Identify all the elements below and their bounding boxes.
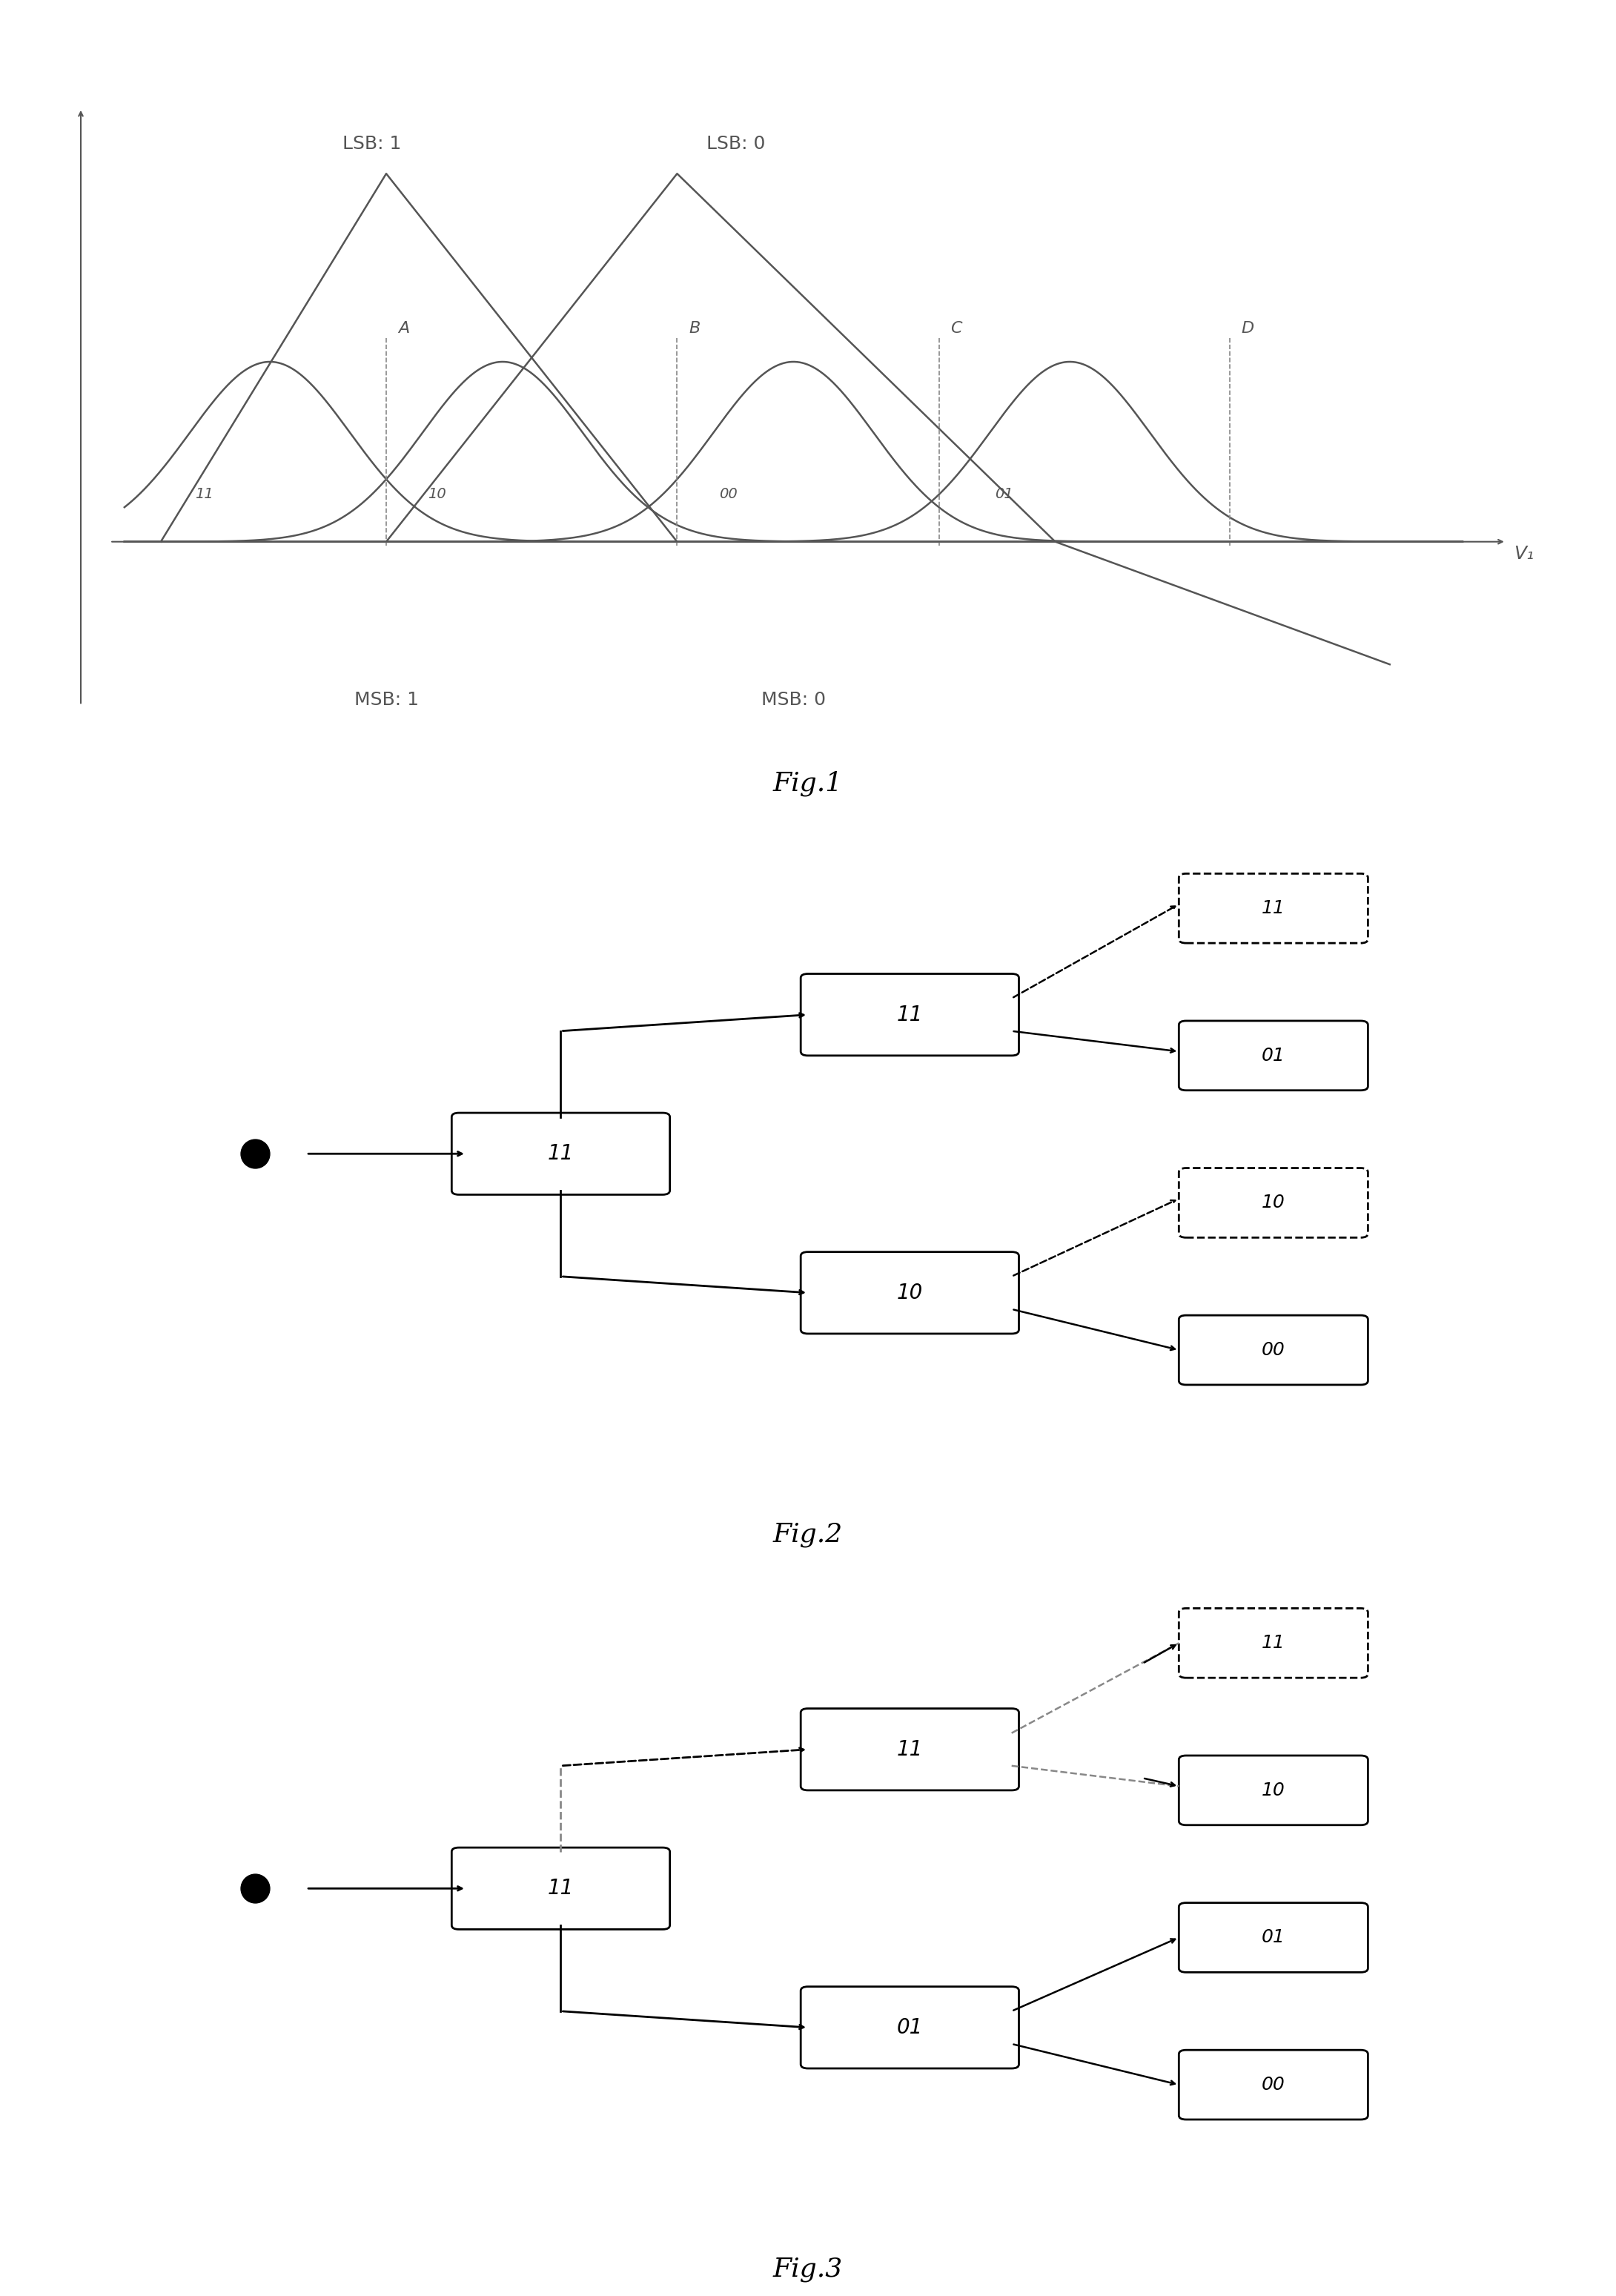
Text: LSB: 0: LSB: 0 (706, 135, 764, 154)
Text: 01: 01 (1262, 1929, 1285, 1947)
FancyBboxPatch shape (451, 1848, 671, 1929)
Text: 00: 00 (1262, 2076, 1285, 2094)
FancyBboxPatch shape (802, 1986, 1020, 2069)
Text: 01: 01 (1262, 1047, 1285, 1065)
FancyBboxPatch shape (802, 1708, 1020, 1791)
Text: V₁: V₁ (1514, 544, 1534, 563)
FancyBboxPatch shape (1180, 1022, 1369, 1091)
Text: LSB: 1: LSB: 1 (343, 135, 401, 154)
Text: 10: 10 (1262, 1194, 1285, 1212)
Text: MSB: 0: MSB: 0 (761, 691, 826, 709)
Text: 11: 11 (1262, 1635, 1285, 1651)
Text: Fig.1: Fig.1 (772, 771, 844, 797)
Text: C: C (950, 321, 962, 335)
Text: 00: 00 (1262, 1341, 1285, 1359)
Text: D: D (1241, 321, 1254, 335)
Text: Fig.3: Fig.3 (772, 2257, 844, 2282)
FancyBboxPatch shape (802, 974, 1020, 1056)
Text: 11: 11 (897, 1738, 923, 1759)
FancyBboxPatch shape (1180, 1607, 1369, 1678)
Text: 11: 11 (548, 1143, 574, 1164)
Text: 10: 10 (1262, 1782, 1285, 1800)
FancyBboxPatch shape (802, 1251, 1020, 1334)
FancyBboxPatch shape (1180, 1903, 1369, 1972)
FancyBboxPatch shape (1180, 1169, 1369, 1238)
Text: 01: 01 (995, 487, 1013, 501)
FancyBboxPatch shape (1180, 2050, 1369, 2119)
Text: 01: 01 (897, 2018, 923, 2039)
Text: 10: 10 (428, 487, 446, 501)
Text: MSB: 1: MSB: 1 (354, 691, 419, 709)
Text: A: A (398, 321, 409, 335)
FancyBboxPatch shape (1180, 872, 1369, 944)
FancyBboxPatch shape (451, 1114, 671, 1194)
FancyBboxPatch shape (1180, 1756, 1369, 1825)
Text: Fig.2: Fig.2 (772, 1522, 844, 1548)
Text: 11: 11 (548, 1878, 574, 1899)
Text: 11: 11 (196, 487, 213, 501)
Text: B: B (688, 321, 700, 335)
Text: 10: 10 (897, 1283, 923, 1304)
FancyBboxPatch shape (1180, 1316, 1369, 1384)
Text: 11: 11 (1262, 900, 1285, 916)
Text: 11: 11 (897, 1003, 923, 1024)
Text: 00: 00 (719, 487, 737, 501)
